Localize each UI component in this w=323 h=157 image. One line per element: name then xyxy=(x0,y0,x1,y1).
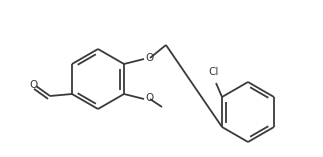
Text: O: O xyxy=(145,53,153,63)
Text: O: O xyxy=(29,80,37,90)
Text: Cl: Cl xyxy=(209,67,219,77)
Text: O: O xyxy=(145,93,153,103)
